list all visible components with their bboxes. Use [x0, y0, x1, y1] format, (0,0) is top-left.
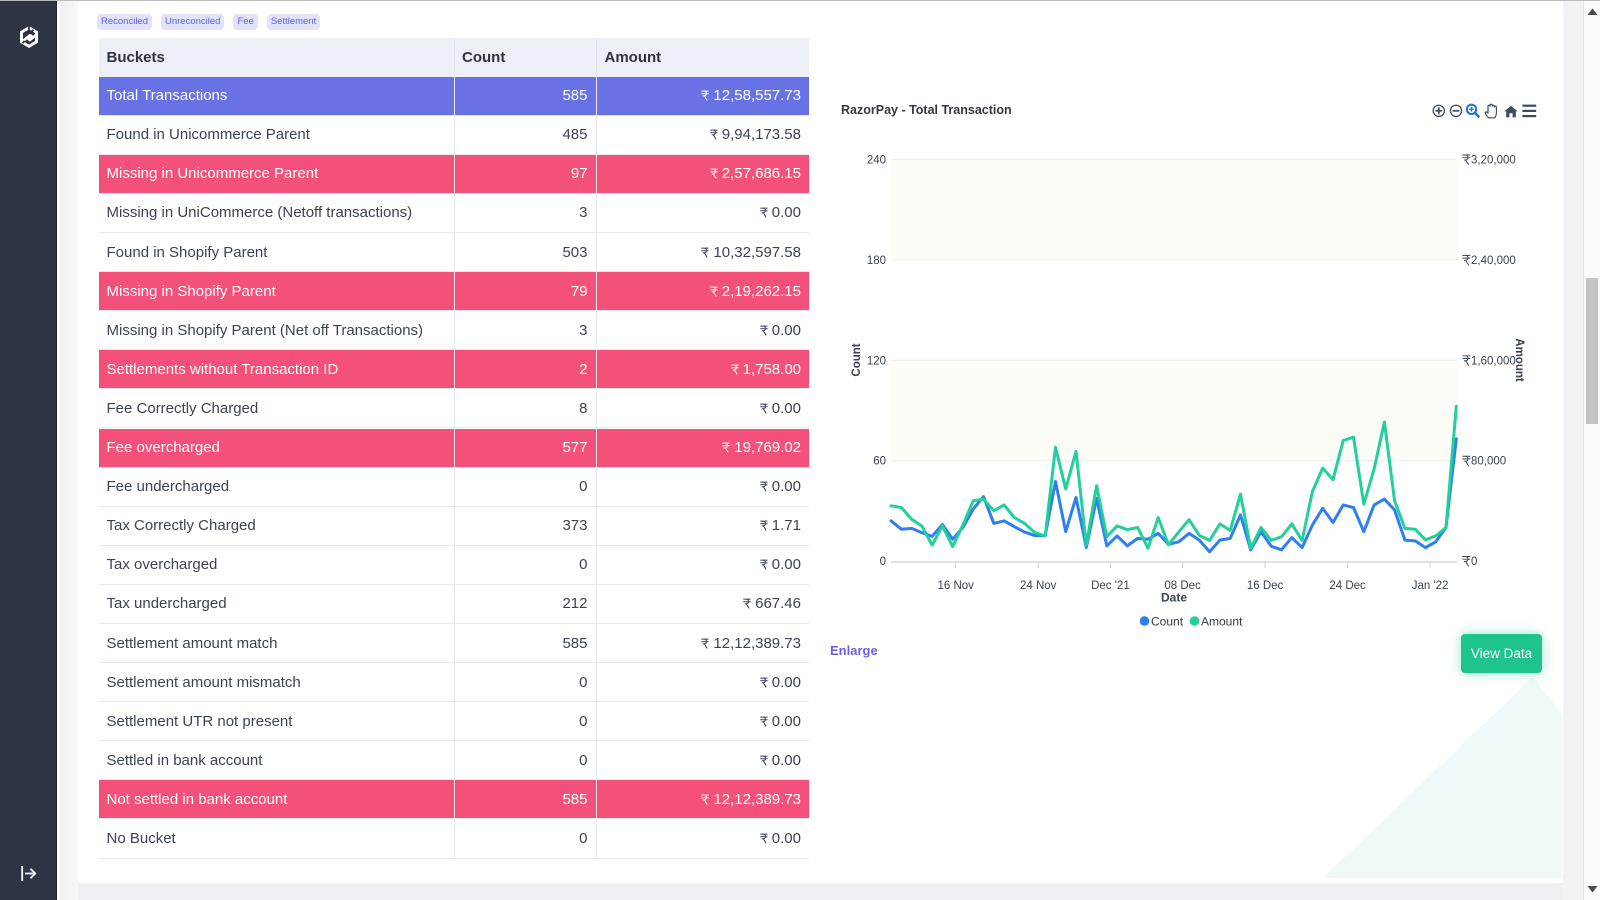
svg-text:80,000: 80,000: [1471, 456, 1506, 468]
svg-text:Jan '22: Jan '22: [1412, 580, 1449, 592]
svg-text:1,60,000: 1,60,000: [1471, 355, 1516, 367]
svg-text:16 Nov: 16 Nov: [937, 580, 974, 592]
svg-text:180: 180: [867, 255, 886, 267]
svg-text:0: 0: [1471, 556, 1477, 568]
svg-text:24 Dec: 24 Dec: [1329, 580, 1366, 592]
svg-text:60: 60: [873, 456, 886, 468]
svg-text:120: 120: [867, 355, 886, 367]
svg-text:16 Dec: 16 Dec: [1247, 580, 1284, 592]
svg-text:0: 0: [880, 556, 886, 568]
svg-text:2,40,000: 2,40,000: [1471, 255, 1516, 267]
svg-text:Date: Date: [1161, 591, 1187, 605]
svg-text:240: 240: [867, 155, 886, 167]
svg-text:08 Dec: 08 Dec: [1164, 580, 1201, 592]
svg-text:Count: Count: [851, 343, 863, 376]
svg-text:Amount: Amount: [1513, 338, 1525, 382]
svg-text:RazorPay - Total Transaction: RazorPay - Total Transaction: [841, 103, 1012, 117]
svg-text:Amount: Amount: [1201, 615, 1243, 629]
svg-text:Count: Count: [1151, 615, 1184, 629]
svg-text:Dec '21: Dec '21: [1091, 580, 1130, 592]
svg-text:3,20,000: 3,20,000: [1471, 155, 1516, 167]
svg-text:24 Nov: 24 Nov: [1020, 580, 1057, 592]
